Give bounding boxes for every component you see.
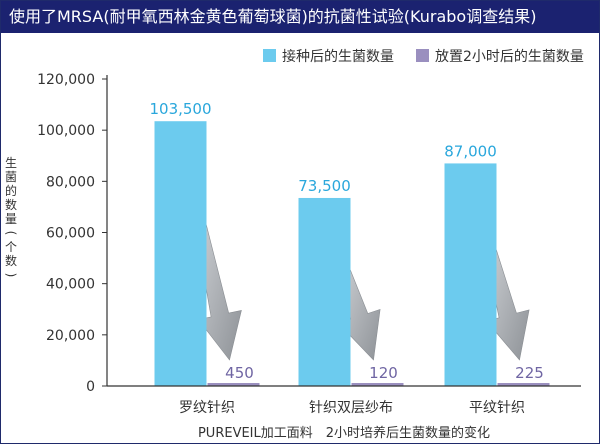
legend-swatch [416,49,429,62]
bar-inoculated [298,197,351,386]
y-axis-label-char: 菌 [5,170,17,184]
bar-inoculated [444,163,497,386]
y-axis-label-char: ( [4,231,18,236]
y-axis-label-char: 生 [5,156,17,170]
x-tick-label: 平纹针织 [469,400,525,416]
bar-after-2h [207,383,260,386]
y-tick-label: 20,000 [46,328,95,344]
data-label-inoculated: 73,500 [298,177,351,195]
legend-label: 放置2小时后的生菌数量 [435,49,584,65]
y-axis-label-char: 数 [5,253,17,268]
legend-swatch [263,49,276,62]
data-label-inoculated: 87,000 [444,142,497,160]
legend-label: 接种后的生菌数量 [282,48,394,65]
data-label-after-2h: 120 [369,364,398,382]
data-label-inoculated: 103,500 [149,100,211,118]
bar-inoculated [154,121,207,387]
y-tick-label: 0 [86,379,95,395]
data-label-after-2h: 225 [515,364,544,382]
y-tick-label: 120,000 [37,72,95,88]
bar-after-2h [497,383,550,386]
y-axis-label-char: ) [4,273,18,278]
bar-after-2h [351,383,404,386]
y-axis-label-char: 量 [5,212,17,226]
y-axis-label-char: 的 [5,183,17,198]
y-tick-label: 40,000 [46,277,95,293]
y-axis-label-char: 数 [5,197,17,212]
y-tick-label: 80,000 [46,174,95,190]
y-tick-label: 100,000 [37,123,95,139]
chart-title: 使用了MRSA(耐甲氧西林金黄色葡萄球菌)的抗菌性试验(Kurabo调查结果) [1,1,599,33]
y-axis-label-char: 个 [5,240,17,254]
y-tick-label: 60,000 [46,226,95,242]
x-tick-label: 针织双层纱布 [309,400,393,416]
x-tick-label: 罗纹针织 [179,400,235,416]
x-axis-label: PUREVEIL加工面料 2小时培养后生菌数量的变化 [198,425,490,441]
data-label-after-2h: 450 [225,364,254,382]
